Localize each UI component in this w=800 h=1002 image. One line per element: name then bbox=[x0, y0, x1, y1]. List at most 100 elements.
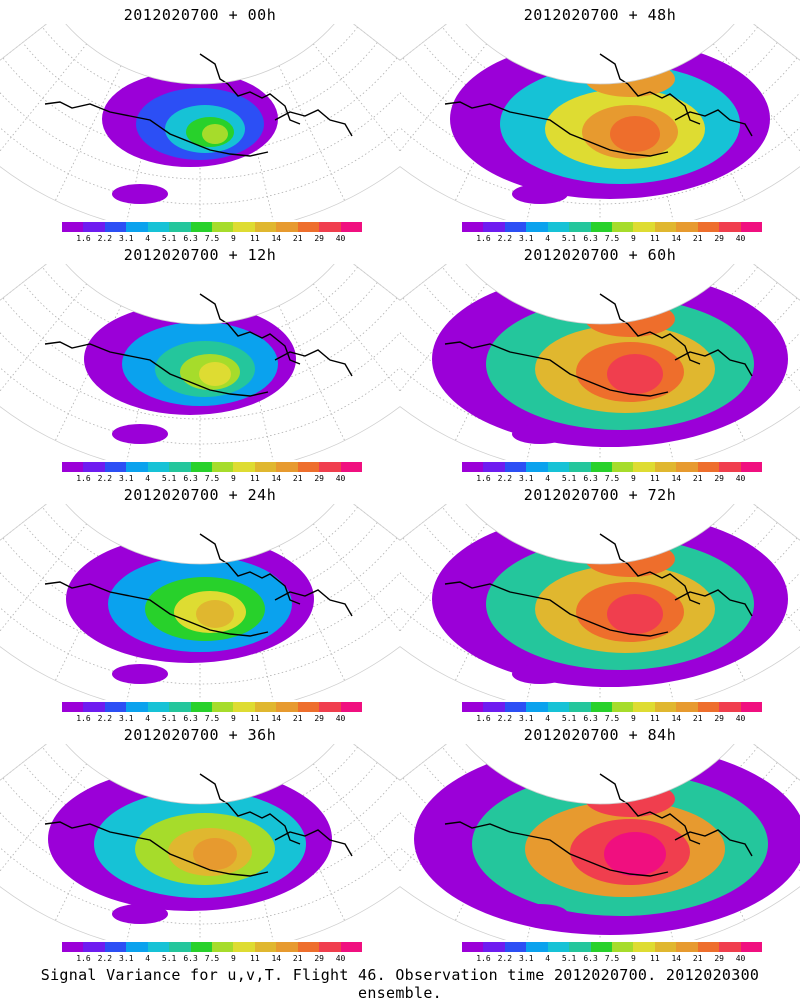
colorbar-swatch bbox=[462, 462, 484, 472]
colorbar-swatch bbox=[633, 222, 656, 232]
colorbar-label: 9 bbox=[631, 954, 636, 963]
colorbar-swatch bbox=[212, 462, 234, 472]
colorbar-swatch bbox=[719, 222, 742, 232]
colorbar-label: 6.3 bbox=[183, 234, 198, 243]
colorbar-label: 1.6 bbox=[76, 954, 91, 963]
variance-map bbox=[0, 504, 400, 700]
forecast-panel: 2012020700 + 72h 1.6 2.2 3.1 4 5.1 6.3 7.5 9 11 14… bbox=[400, 480, 800, 728]
colorbar-swatch bbox=[276, 462, 299, 472]
colorbar-label: 5.1 bbox=[561, 714, 577, 723]
colorbar-label: 14 bbox=[671, 474, 682, 483]
colorbar-swatch bbox=[569, 942, 592, 952]
panel-title: 2012020700 + 36h bbox=[123, 726, 277, 744]
colorbar-label: 21 bbox=[292, 474, 303, 483]
colorbar-label: 21 bbox=[292, 954, 303, 963]
colorbar-swatch bbox=[547, 942, 570, 952]
colorbar-label: 40 bbox=[335, 474, 346, 483]
colorbar-swatch bbox=[190, 462, 213, 472]
colorbar-swatch bbox=[190, 702, 213, 712]
colorbar-label: 3.1 bbox=[519, 234, 534, 243]
colorbar-swatch bbox=[147, 942, 170, 952]
colorbar-swatch bbox=[62, 462, 84, 472]
colorbar-label: 11 bbox=[650, 474, 660, 483]
colorbar-swatch bbox=[547, 702, 570, 712]
colorbar-swatch bbox=[612, 702, 634, 712]
colorbar-label: 1.6 bbox=[76, 234, 91, 243]
colorbar-swatch bbox=[740, 702, 763, 712]
colorbar-label: 6.3 bbox=[583, 714, 598, 723]
colorbar-label: 9 bbox=[631, 474, 636, 483]
colorbar-label: 7.5 bbox=[204, 234, 220, 243]
forecast-panel: 2012020700 + 84h 1.6 2.2 3.1 4 5.1 6.3 7.5 9 11 14… bbox=[400, 720, 800, 968]
panel-title: 2012020700 + 84h bbox=[523, 726, 677, 744]
colorbar-swatch bbox=[654, 462, 677, 472]
colorbar-swatch bbox=[569, 702, 592, 712]
colorbar-swatch bbox=[62, 222, 84, 232]
colorbar-swatch bbox=[590, 462, 613, 472]
colorbar-label: 40 bbox=[735, 234, 746, 243]
colorbar-label: 40 bbox=[335, 714, 346, 723]
colorbar-swatch bbox=[504, 702, 527, 712]
colorbar-swatch bbox=[569, 222, 592, 232]
colorbar: 1.6 2.2 3.1 4 5.1 6.3 7.5 9 11 14 21 29 40 bbox=[462, 942, 763, 966]
colorbar-label: 11 bbox=[250, 714, 260, 723]
colorbar-label: 5.1 bbox=[161, 474, 177, 483]
colorbar-swatch bbox=[104, 702, 127, 712]
coastlines bbox=[44, 533, 353, 637]
colorbar-label: 14 bbox=[271, 714, 282, 723]
colorbar-swatch bbox=[276, 702, 299, 712]
forecast-panel: 2012020700 + 24h 1.6 2.2 3.1 4 5.1 6.3 7.5 9 11 14… bbox=[0, 480, 400, 728]
colorbar-label: 29 bbox=[714, 954, 724, 963]
colorbar-swatch bbox=[504, 222, 527, 232]
colorbar-label: 3.1 bbox=[519, 474, 534, 483]
colorbar-swatch bbox=[83, 702, 106, 712]
colorbar-swatch bbox=[190, 222, 213, 232]
colorbar-swatch bbox=[297, 942, 320, 952]
colorbar-label: 1.6 bbox=[476, 714, 491, 723]
colorbar-swatch bbox=[483, 942, 506, 952]
forecast-panel: 2012020700 + 60h 1.6 2.2 3.1 4 5.1 6.3 7.5 9 11 14… bbox=[400, 240, 800, 488]
colorbar-swatch bbox=[526, 702, 549, 712]
variance-field bbox=[450, 39, 770, 204]
colorbar-swatch bbox=[212, 702, 234, 712]
colorbar-swatch bbox=[697, 222, 720, 232]
forecast-panel: 2012020700 + 48h 1.6 2.2 3.1 4 5.1 6.3 7.5 9 11 14… bbox=[400, 0, 800, 248]
colorbar-label: 2.2 bbox=[497, 714, 513, 723]
colorbar-label: 3.1 bbox=[519, 714, 534, 723]
coastlines bbox=[44, 773, 353, 877]
colorbar-label: 4 bbox=[545, 954, 551, 963]
colorbar-label: 3.1 bbox=[119, 474, 134, 483]
colorbar-swatch bbox=[462, 942, 484, 952]
colorbar-label: 3.1 bbox=[119, 234, 134, 243]
colorbar-label: 5.1 bbox=[561, 954, 577, 963]
colorbar-swatch bbox=[340, 942, 363, 952]
colorbar-label: 40 bbox=[335, 954, 346, 963]
colorbar-label: 1.6 bbox=[476, 474, 491, 483]
colorbar-swatch bbox=[126, 222, 149, 232]
colorbar-label: 9 bbox=[231, 714, 236, 723]
colorbar-label: 11 bbox=[250, 234, 260, 243]
colorbar-swatch bbox=[590, 222, 613, 232]
colorbar-label: 7.5 bbox=[204, 954, 220, 963]
colorbar-label: 2.2 bbox=[497, 954, 513, 963]
colorbar-label: 14 bbox=[671, 954, 682, 963]
colorbar-swatch bbox=[169, 222, 192, 232]
colorbar-label: 40 bbox=[735, 474, 746, 483]
colorbar-label: 6.3 bbox=[583, 234, 598, 243]
colorbar-swatch bbox=[483, 462, 506, 472]
colorbar-label: 29 bbox=[714, 714, 724, 723]
colorbar-swatch bbox=[504, 942, 527, 952]
colorbar-label: 1.6 bbox=[476, 234, 491, 243]
colorbar-label: 7.5 bbox=[604, 714, 620, 723]
colorbar-swatch bbox=[297, 462, 320, 472]
colorbar-label: 5.1 bbox=[561, 234, 577, 243]
colorbar-swatch bbox=[233, 222, 256, 232]
variance-map bbox=[0, 264, 400, 460]
variance-map bbox=[400, 24, 800, 220]
colorbar-label: 6.3 bbox=[583, 954, 598, 963]
colorbar-swatch bbox=[233, 702, 256, 712]
colorbar-swatch bbox=[276, 942, 299, 952]
colorbar-label: 3.1 bbox=[519, 954, 534, 963]
colorbar-swatch bbox=[147, 222, 170, 232]
colorbar-label: 9 bbox=[231, 234, 236, 243]
